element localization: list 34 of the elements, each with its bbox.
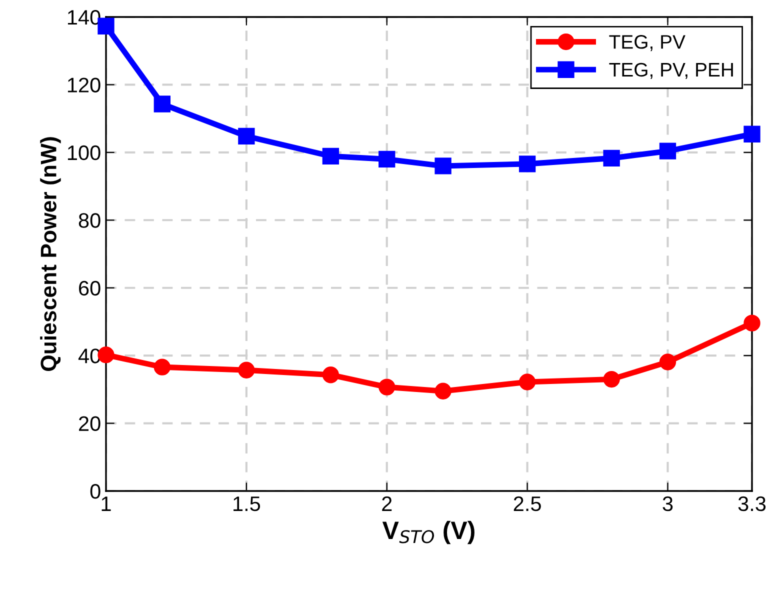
y-tick-label: 0 (90, 484, 100, 499)
y-tick-label: 60 (79, 280, 100, 296)
point (322, 366, 340, 384)
x-tick-label: 2.5 (514, 496, 541, 512)
x-tick-label: 1.5 (234, 496, 260, 512)
point (322, 148, 340, 164)
y-tick-label: 20 (79, 416, 100, 432)
y-axis-title: Quiescent Power (nW) (40, 137, 61, 371)
point (603, 150, 620, 167)
x-tick-label: 3.3 (738, 496, 766, 512)
point (744, 126, 760, 142)
legend-label: TEG, PV (609, 35, 686, 52)
point (518, 374, 536, 390)
point (238, 362, 255, 378)
point (378, 150, 396, 168)
x-axis-title: V$_{STO}$ (V) (382, 520, 474, 544)
point (659, 142, 676, 160)
x-tick-label: 2 (382, 496, 392, 511)
y-tick-label: 80 (78, 213, 100, 228)
legend-label: TEG, PV, PEH (609, 62, 733, 79)
point (238, 128, 255, 145)
y-tick-label: 120 (68, 78, 100, 92)
point (434, 158, 452, 174)
point (518, 156, 536, 172)
point (434, 382, 452, 400)
point (659, 354, 676, 370)
point (744, 314, 760, 332)
x-tick-label: 1 (102, 496, 111, 511)
point (154, 96, 171, 112)
point (154, 358, 171, 376)
y-tick-label: 100 (68, 145, 100, 160)
x-tick-label: 3 (662, 496, 673, 512)
point (603, 370, 620, 388)
point (378, 378, 396, 396)
